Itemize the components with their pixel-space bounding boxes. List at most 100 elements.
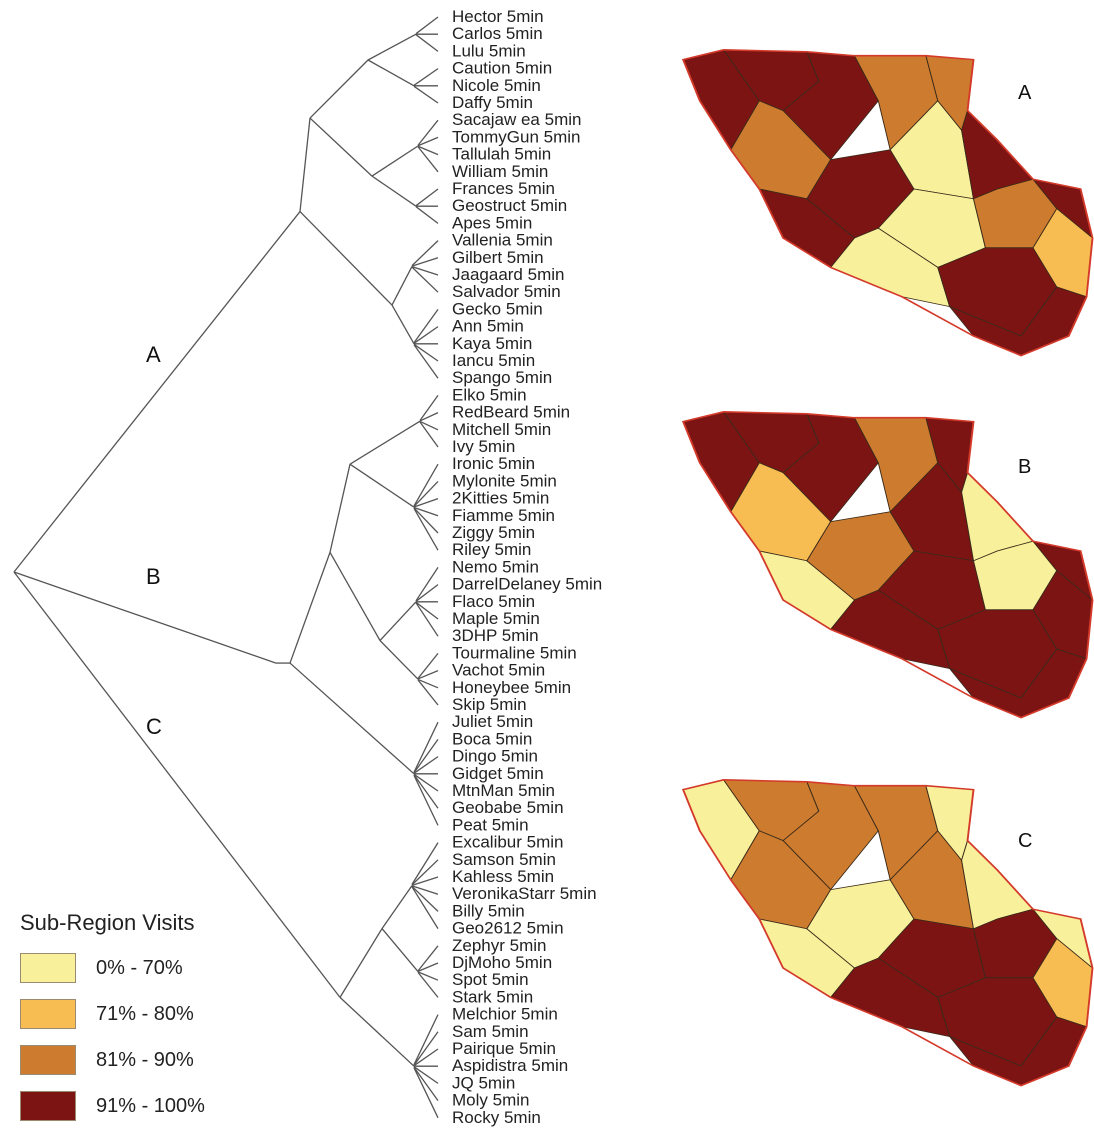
- dendrogram-leaf-branch: [413, 344, 439, 379]
- dendrogram-branch: [309, 59, 369, 119]
- leaf-label: Melchior 5min: [452, 1005, 558, 1024]
- dendrogram-branch: [289, 662, 415, 775]
- leaf-label: Gilbert 5min: [452, 248, 544, 267]
- dendrogram-branch: [13, 571, 341, 998]
- leaf-label: Ann 5min: [452, 317, 524, 336]
- dendrogram-leaf-branch: [415, 188, 439, 207]
- map-label-a: A: [1018, 82, 1032, 104]
- leaf-label: Frances 5min: [452, 179, 555, 198]
- legend-swatch: [20, 999, 76, 1029]
- leaf-label: Geo2612 5min: [452, 919, 564, 938]
- leaf-label: Maple 5min: [452, 609, 540, 628]
- dendrogram-leaf-branch: [417, 679, 439, 706]
- leaf-label: Juliet 5min: [452, 712, 533, 731]
- dendrogram-leaf-branch: [413, 343, 439, 362]
- map-outline: [681, 779, 1094, 1087]
- dendrogram-leaf-branch: [413, 775, 439, 826]
- legend-swatch: [20, 953, 76, 983]
- map-a: [676, 42, 1094, 367]
- leaf-label: Billy 5min: [452, 901, 525, 920]
- dendrogram-leaf-branch: [413, 497, 439, 508]
- dendrogram-leaf-branch: [417, 145, 439, 156]
- dendrogram-leaf-branch: [413, 309, 439, 344]
- dendrogram-branch: [299, 211, 393, 306]
- leaf-label: Spango 5min: [452, 368, 552, 387]
- leaf-label: Carlos 5min: [452, 24, 543, 43]
- dendrogram-leaf-branch: [413, 506, 439, 517]
- dendrogram-leaf-branch: [411, 266, 439, 293]
- dendrogram-leaf-branch: [413, 1031, 439, 1066]
- dendrogram-branch: [371, 145, 419, 177]
- dendrogram-branch: [371, 175, 417, 207]
- leaf-label: Rocky 5min: [452, 1108, 541, 1127]
- legend-title: Sub-Region Visits: [20, 910, 195, 935]
- leaf-label: Vallenia 5min: [452, 231, 553, 250]
- dendrogram-leaf-branch: [413, 774, 439, 809]
- dendrogram-branch: [381, 928, 419, 973]
- legend-label: 91% - 100%: [96, 1094, 205, 1117]
- leaf-label: Flaco 5min: [452, 592, 535, 611]
- dendrogram-leaf-branch: [413, 85, 439, 104]
- leaf-label: Nemo 5min: [452, 557, 539, 576]
- leaf-label: VeronikaStarr 5min: [452, 884, 597, 903]
- dendrogram-branch: [391, 266, 413, 306]
- cluster-label-b: B: [146, 564, 161, 589]
- legend-label: 81% - 90%: [96, 1048, 194, 1071]
- leaf-label: Ziggy 5min: [452, 523, 535, 542]
- leaf-label: Samson 5min: [452, 850, 556, 869]
- leaf-label: DarrelDelaney 5min: [452, 575, 602, 594]
- leaf-label: Riley 5min: [452, 540, 531, 559]
- dendrogram-leaf-branch: [411, 859, 439, 886]
- dendrogram-leaf-branch: [417, 971, 439, 998]
- dendrogram-leaf-branch: [411, 876, 439, 886]
- legend-item: 81% - 90%: [20, 1042, 280, 1078]
- dendrogram-leaf-branch: [413, 1014, 439, 1065]
- dendrogram-branch: [289, 552, 331, 664]
- dendrogram-leaf-branch: [413, 508, 439, 551]
- leaf-label: 2Kitties 5min: [452, 489, 549, 508]
- dendrogram-branch: [367, 33, 417, 61]
- dendrogram-leaf-branch: [413, 480, 439, 507]
- leaf-label: Moly 5min: [452, 1091, 529, 1110]
- dendrogram-leaf-branch: [411, 842, 439, 885]
- leaf-label: 3DHP 5min: [452, 626, 539, 645]
- leaf-label: Honeybee 5min: [452, 678, 571, 697]
- leaf-label: Kahless 5min: [452, 867, 554, 886]
- leaf-label: Nicole 5min: [452, 76, 541, 95]
- leaf-label: Tallulah 5min: [452, 145, 551, 164]
- dendrogram-branch: [367, 59, 415, 87]
- dendrogram-branch: [13, 211, 301, 573]
- dendrogram-leaf-branch: [413, 326, 439, 344]
- dendrogram-leaf-branch: [413, 1067, 439, 1119]
- dendrogram-leaf-branch: [417, 146, 439, 173]
- leaf-label: Tourmaline 5min: [452, 643, 577, 662]
- dendrogram-branch: [329, 552, 381, 641]
- leaf-label: Gecko 5min: [452, 299, 543, 318]
- leaf-label: Salvador 5min: [452, 282, 561, 301]
- dendrogram-leaf-branch: [413, 721, 439, 773]
- leaf-label: DjMoho 5min: [452, 953, 552, 972]
- leaf-label: Boca 5min: [452, 729, 532, 748]
- leaf-label: Peat 5min: [452, 815, 529, 834]
- leaf-label: Jaagaard 5min: [452, 265, 564, 284]
- legend-label: 71% - 80%: [96, 1002, 194, 1025]
- dendrogram-leaf-branch: [415, 602, 439, 637]
- leaf-label: Stark 5min: [452, 987, 533, 1006]
- leaf-label: Daffy 5min: [452, 93, 533, 112]
- dendrogram-leaf-branch: [411, 885, 439, 912]
- dendrogram-branch: [381, 885, 413, 929]
- leaf-label: RedBeard 5min: [452, 403, 570, 422]
- leaf-label: TommyGun 5min: [452, 127, 580, 146]
- dendrogram-leaf-branch: [413, 463, 439, 507]
- dendrogram-leaf-branch: [417, 962, 439, 972]
- cluster-label-a: A: [146, 342, 161, 367]
- dendrogram-leaf-branch: [413, 1066, 439, 1101]
- dendrogram-branch: [329, 464, 351, 553]
- dendrogram-leaf-branch: [415, 34, 439, 52]
- dendrogram-leaf-branch: [417, 945, 439, 972]
- dendrogram-leaf-branch: [411, 885, 439, 895]
- leaf-label: Ironic 5min: [452, 454, 535, 473]
- map-outline: [681, 411, 1094, 719]
- leaf-label: Pairique 5min: [452, 1039, 556, 1058]
- dendrogram-leaf-branch: [413, 773, 439, 792]
